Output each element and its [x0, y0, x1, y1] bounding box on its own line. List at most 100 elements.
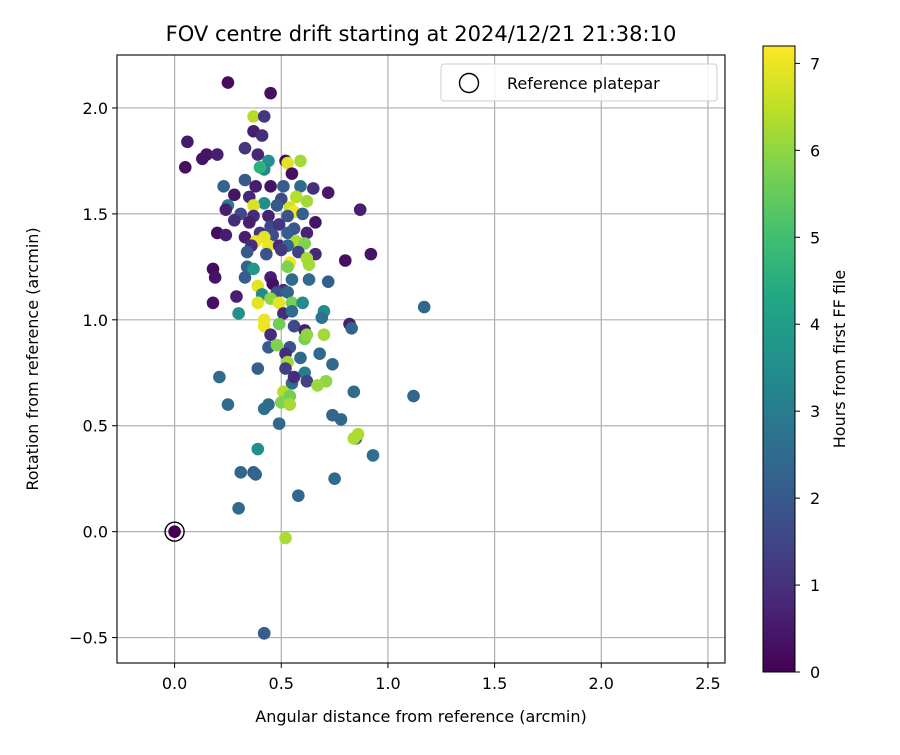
data-point: [347, 385, 361, 399]
data-point: [302, 273, 316, 286]
data-point: [270, 338, 284, 352]
y-tick-label: −0.5: [69, 629, 108, 648]
data-point: [253, 160, 267, 174]
data-point: [238, 141, 252, 155]
x-tick-label: 0.5: [269, 674, 294, 693]
data-point: [257, 110, 271, 123]
data-point: [300, 194, 314, 208]
data-point: [257, 196, 271, 210]
data-point: [366, 449, 380, 462]
data-point: [285, 273, 299, 286]
data-point: [251, 362, 265, 375]
data-point: [309, 216, 322, 229]
data-point: [217, 180, 230, 193]
colorbar-tick-label: 7: [810, 54, 820, 73]
data-point: [328, 472, 341, 485]
y-tick-label: 1.5: [83, 205, 108, 224]
data-point: [230, 290, 243, 303]
data-point: [281, 156, 294, 170]
data-point: [283, 398, 297, 411]
data-point: [240, 245, 254, 259]
y-tick-label: 0.0: [83, 523, 108, 542]
data-point: [272, 317, 286, 331]
x-tick-label: 1.0: [375, 674, 400, 693]
data-point: [234, 466, 248, 479]
legend-marker: [458, 72, 480, 94]
data-point: [279, 531, 292, 545]
legend: Reference platepar: [440, 63, 718, 102]
data-point: [315, 311, 329, 324]
data-point: [210, 148, 224, 161]
data-point: [321, 186, 335, 200]
colorbar-tick-label: 0: [810, 663, 820, 682]
colorbar-label: Hours from first FF file: [830, 270, 849, 449]
data-point: [257, 402, 271, 416]
colorbar-tick-label: 6: [810, 141, 820, 160]
x-axis-ticks: 0.0 0.5 1.0 1.5 2.0 2.5: [162, 663, 721, 693]
data-point: [281, 260, 294, 274]
colorbar-tick-label: 4: [810, 315, 820, 334]
data-point: [321, 275, 335, 288]
reference-marker: [164, 521, 185, 542]
data-point: [247, 262, 260, 276]
x-tick-label: 2.0: [589, 674, 614, 693]
data-point: [317, 328, 331, 341]
data-point: [264, 180, 277, 193]
data-point: [353, 203, 367, 216]
data-point: [221, 76, 235, 89]
data-point: [249, 468, 262, 481]
colorbar-ticks: 0 1 2 3 4 5 6 7: [795, 54, 820, 682]
data-point: [281, 285, 294, 299]
data-point: [181, 135, 194, 149]
data-point: [296, 296, 309, 310]
y-axis-ticks: −0.5 0.0 0.5 1.0 1.5 2.0: [69, 99, 117, 648]
legend-label: Reference platepar: [507, 74, 660, 93]
colorbar-tick-label: 3: [810, 402, 820, 421]
data-point: [294, 351, 307, 365]
data-point: [417, 300, 431, 314]
data-point: [287, 319, 301, 333]
data-point: [262, 209, 275, 223]
data-point: [300, 226, 314, 240]
data-point: [264, 328, 277, 341]
data-point: [251, 148, 265, 161]
data-point: [251, 442, 265, 456]
data-point: [274, 243, 288, 257]
data-point: [294, 180, 307, 193]
data-point: [206, 296, 220, 310]
reference-ring: [164, 521, 185, 542]
y-tick-label: 1.0: [83, 311, 108, 330]
data-point: [277, 180, 290, 193]
data-points: [178, 76, 431, 640]
plot-frame: [116, 54, 726, 664]
data-point: [306, 182, 320, 195]
data-point: [407, 389, 420, 403]
data-point: [196, 152, 209, 166]
data-point: [213, 370, 226, 384]
data-point: [272, 218, 286, 231]
x-tick-label: 1.5: [482, 674, 507, 693]
data-point: [300, 328, 314, 341]
data-point: [242, 216, 256, 229]
data-point: [228, 188, 241, 202]
data-point: [364, 247, 378, 261]
x-tick-label: 0.0: [162, 674, 187, 693]
data-point: [232, 307, 245, 320]
data-point: [287, 370, 301, 384]
data-point: [272, 296, 286, 310]
data-point: [345, 321, 358, 335]
data-point: [247, 199, 260, 212]
data-point: [347, 432, 361, 445]
data-point: [294, 154, 307, 168]
data-point: [178, 160, 192, 174]
colorbar: 0 1 2 3 4 5 6 7 Hours from first FF file: [762, 45, 849, 682]
data-point: [247, 110, 260, 123]
data-point: [285, 167, 299, 180]
data-point: [302, 258, 316, 272]
colorbar-tick-label: 5: [810, 228, 820, 247]
data-point: [251, 296, 265, 310]
x-axis-label: Angular distance from reference (arcmin): [255, 707, 586, 726]
data-point: [272, 417, 286, 430]
data-point: [279, 362, 292, 375]
